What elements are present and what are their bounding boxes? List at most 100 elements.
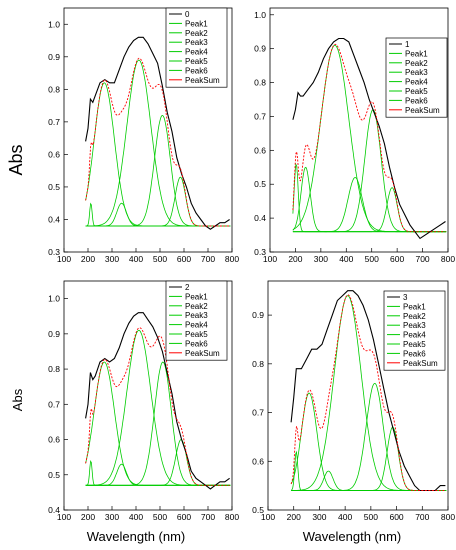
x-tick-label: 700 bbox=[201, 512, 215, 522]
legend-label: Peak2 bbox=[405, 59, 428, 68]
legend-label: Peak2 bbox=[185, 302, 208, 311]
x-tick-label: 500 bbox=[153, 254, 167, 264]
x-tick-label: 800 bbox=[225, 254, 239, 264]
legend-label: Peak1 bbox=[185, 292, 208, 301]
peak-6-curve bbox=[291, 426, 447, 491]
legend-label: Peak3 bbox=[405, 68, 428, 77]
data-curve bbox=[85, 36, 230, 230]
peak-3-curve bbox=[85, 463, 231, 486]
legend-box bbox=[165, 280, 228, 361]
legend-label: Peak5 bbox=[185, 57, 208, 66]
y-tick-label: 0.7 bbox=[252, 408, 264, 418]
legend-label: 0 bbox=[185, 10, 190, 19]
y-axis-label-top: Abs bbox=[6, 144, 26, 175]
peak-1-curve bbox=[85, 459, 231, 486]
x-tick-label: 100 bbox=[261, 512, 275, 522]
x-tick-label: 700 bbox=[415, 254, 429, 264]
x-axis-label-right: Wavelength (nm) bbox=[303, 529, 402, 544]
x-tick-label: 200 bbox=[288, 254, 302, 264]
legend-label: Peak4 bbox=[403, 331, 426, 340]
legend-label: Peak3 bbox=[185, 311, 208, 320]
y-tick-label: 0.6 bbox=[48, 149, 60, 159]
x-tick-label: 700 bbox=[415, 512, 429, 522]
legend-label: Peak2 bbox=[403, 312, 426, 321]
chart-panel-2: 100 200 300 400 500 600 700 800 0.4 0.5 0.6 0.7 0.8 0… bbox=[48, 280, 239, 522]
y-tick-label: 0.9 bbox=[48, 329, 60, 339]
x-tick-label: 400 bbox=[339, 254, 353, 264]
legend-label: Peak6 bbox=[405, 96, 428, 105]
legend-label: Peak3 bbox=[403, 321, 426, 330]
plot-frame bbox=[267, 280, 449, 511]
x-tick-label: 500 bbox=[153, 512, 167, 522]
x-tick-label: 300 bbox=[105, 254, 119, 264]
legend-label: Peak4 bbox=[185, 321, 208, 330]
legend-label: Peak1 bbox=[185, 19, 208, 28]
y-tick-label: 0.4 bbox=[48, 214, 60, 224]
y-tick-label: 1.0 bbox=[48, 19, 60, 29]
peaksum-curve bbox=[85, 57, 230, 227]
x-tick-label: 300 bbox=[312, 512, 326, 522]
data-curve bbox=[290, 290, 446, 492]
legend-label: 1 bbox=[405, 40, 410, 49]
x-tick-label: 100 bbox=[263, 254, 277, 264]
y-tick-label: 0.5 bbox=[48, 470, 60, 480]
peak-5-curve bbox=[291, 382, 447, 491]
y-tick-label: 0.5 bbox=[254, 179, 266, 189]
legend-box bbox=[383, 290, 446, 371]
legend-label: PeakSum bbox=[405, 106, 440, 115]
x-tick-label: 600 bbox=[389, 512, 403, 522]
y-tick-label: 0.7 bbox=[48, 399, 60, 409]
x-tick-label: 200 bbox=[287, 512, 301, 522]
legend-label: Peak3 bbox=[185, 38, 208, 47]
x-tick-label: 800 bbox=[441, 512, 455, 522]
x-tick-label: 300 bbox=[314, 254, 328, 264]
y-tick-label: 0.5 bbox=[252, 505, 264, 515]
x-tick-label: 400 bbox=[338, 512, 352, 522]
x-tick-label: 200 bbox=[81, 254, 95, 264]
y-tick-label: 0.6 bbox=[252, 456, 264, 466]
y-tick-label: 0.8 bbox=[252, 359, 264, 369]
x-tick-label: 400 bbox=[129, 512, 143, 522]
peak-6-curve bbox=[85, 176, 231, 227]
peak-5-curve bbox=[292, 109, 447, 233]
y-tick-label: 1.0 bbox=[254, 10, 266, 20]
y-tick-label: 0.4 bbox=[254, 213, 266, 223]
peak-1-curve bbox=[290, 450, 447, 491]
legend-label: Peak5 bbox=[185, 330, 208, 339]
peaksum-curve bbox=[292, 43, 446, 233]
y-tick-label: 0.5 bbox=[48, 182, 60, 192]
data-curve bbox=[292, 37, 446, 240]
y-tick-label: 0.8 bbox=[48, 364, 60, 374]
x-tick-label: 300 bbox=[105, 512, 119, 522]
legend-label: Peak4 bbox=[405, 78, 428, 87]
peak-3-curve bbox=[85, 202, 231, 227]
y-tick-label: 0.3 bbox=[48, 247, 60, 257]
y-tick-label: 0.9 bbox=[254, 44, 266, 54]
x-tick-label: 600 bbox=[390, 254, 404, 264]
chart-panel-1: 100 200 300 400 500 600 700 800 0.3 0.4 0.5 0.6 0.7 0… bbox=[254, 7, 455, 264]
x-tick-label: 100 bbox=[57, 254, 71, 264]
chart-panel-3: 100 200 300 400 500 600 700 800 0.5 0.6 0.7 0.8 0.9 3… bbox=[252, 280, 455, 522]
plot-frame bbox=[63, 280, 233, 511]
x-tick-label: 800 bbox=[441, 254, 455, 264]
y-tick-label: 0.7 bbox=[254, 111, 266, 121]
peak-5-curve bbox=[85, 114, 231, 227]
legend-label: Peak6 bbox=[185, 339, 208, 348]
peak-1-curve bbox=[292, 162, 447, 233]
y-tick-label: 0.6 bbox=[254, 145, 266, 155]
legend-label: Peak6 bbox=[185, 66, 208, 75]
legend-label: PeakSum bbox=[403, 359, 438, 368]
x-tick-label: 600 bbox=[177, 512, 191, 522]
y-tick-label: 0.4 bbox=[48, 505, 60, 515]
y-tick-label: 0.6 bbox=[48, 435, 60, 445]
peak-1-curve bbox=[85, 202, 231, 227]
legend-label: 3 bbox=[403, 293, 408, 302]
legend-label: PeakSum bbox=[185, 76, 220, 85]
peak-2-curve bbox=[292, 166, 447, 233]
legend-label: Peak6 bbox=[403, 349, 426, 358]
